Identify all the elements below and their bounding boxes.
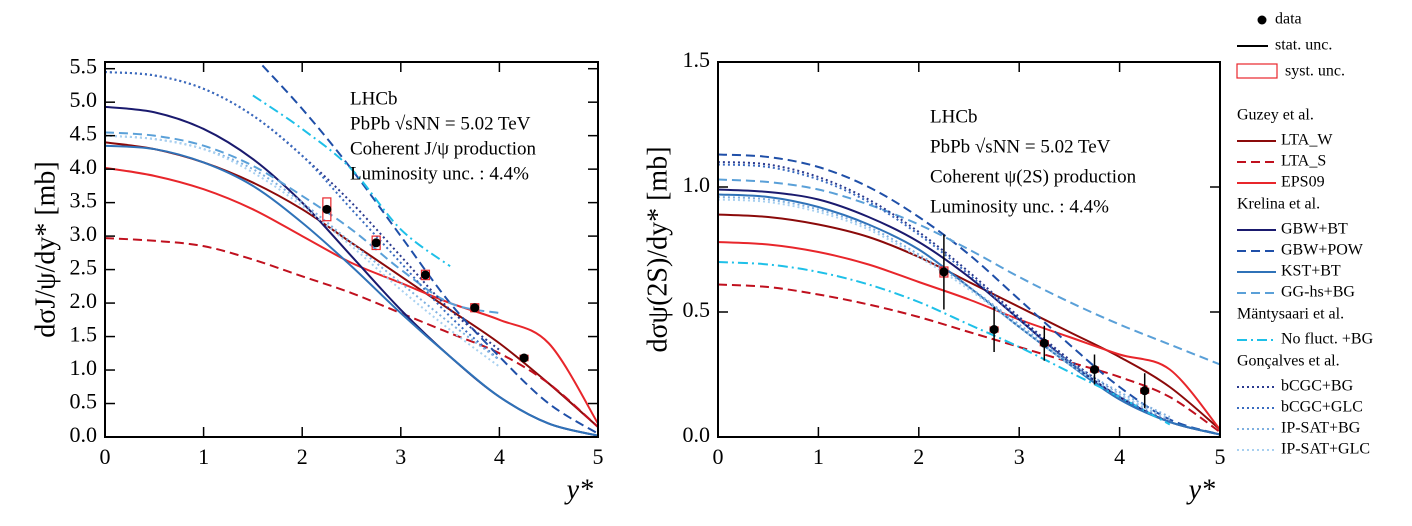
annotation: PbPb √sNN = 5.02 TeV: [930, 136, 1111, 157]
data-point: [420, 270, 430, 280]
y-tick-label: 0.5: [70, 389, 98, 414]
legend-label: IP-SAT+BG: [1281, 420, 1361, 437]
annotation: LHCb: [350, 88, 398, 109]
x-tick-label: 4: [494, 444, 505, 469]
x-axis-label: y*: [564, 474, 593, 505]
plot-area: [105, 62, 598, 437]
legend-label: LTA_W: [1281, 132, 1333, 149]
model-curve: [718, 161, 1171, 421]
legend-label: GBW+BT: [1281, 221, 1348, 238]
model-curve: [105, 166, 598, 425]
data-point: [322, 204, 332, 214]
data-point: [939, 267, 949, 277]
legend-group-title: Guzey et al.: [1237, 107, 1314, 124]
y-tick-label: 4.5: [70, 121, 98, 146]
x-tick-label: 3: [395, 444, 406, 469]
x-tick-label: 4: [1114, 444, 1125, 469]
model-curve: [252, 94, 451, 268]
y-tick-label: 0.0: [70, 422, 98, 447]
model-curve: [105, 71, 501, 351]
model-curve: [718, 213, 1220, 431]
model-curve: [718, 178, 1220, 366]
legend-label: stat. unc.: [1275, 37, 1332, 54]
y-tick-label: 1.0: [683, 172, 711, 197]
legend-label: data: [1275, 11, 1302, 28]
axes-frame: [717, 61, 1221, 438]
model-curve: [718, 241, 1220, 431]
legend-label: GBW+POW: [1281, 242, 1364, 259]
y-tick-label: 0.0: [683, 422, 711, 447]
legend-marker: [1236, 63, 1278, 79]
legend-group-title: Mäntysaari et al.: [1237, 306, 1344, 323]
model-curve: [105, 134, 500, 368]
model-curve: [718, 163, 1171, 423]
data-point: [470, 303, 480, 313]
data-point: [371, 238, 381, 248]
legend-group-title: Gonçalves et al.: [1237, 353, 1340, 370]
data-point: [1039, 338, 1049, 348]
x-tick-label: 5: [1215, 444, 1226, 469]
model-curve: [105, 141, 598, 428]
x-tick-label: 1: [813, 444, 824, 469]
legend-label: EPS09: [1281, 174, 1325, 191]
legend-label: KST+BT: [1281, 263, 1341, 280]
y-tick-label: 2.0: [70, 288, 98, 313]
y-tick-label: 0.5: [683, 297, 711, 322]
legend-label: GG-hs+BG: [1281, 284, 1355, 301]
x-axis-label: y*: [1186, 474, 1215, 505]
y-axis-label: dσJ/ψ/dy* [mb]: [30, 161, 61, 338]
x-tick-label: 1: [198, 444, 209, 469]
legend-label: bCGC+GLC: [1281, 399, 1363, 416]
model-curve: [105, 144, 598, 437]
legend-label: syst. unc.: [1285, 63, 1345, 80]
annotation: Coherent J/ψ production: [350, 138, 537, 159]
annotation: Luminosity unc. : 4.4%: [350, 163, 529, 184]
annotation: Luminosity unc. : 4.4%: [930, 196, 1109, 217]
y-tick-label: 1.0: [70, 355, 98, 380]
annotation: PbPb √sNN = 5.02 TeV: [350, 113, 531, 134]
x-tick-label: 2: [913, 444, 924, 469]
legend-label: IP-SAT+GLC: [1281, 441, 1370, 458]
model-curve: [105, 134, 500, 361]
x-tick-label: 2: [297, 444, 308, 469]
data-point: [989, 325, 999, 334]
x-tick-label: 5: [593, 444, 604, 469]
model-curve: [718, 153, 1220, 436]
axes-frame: [104, 61, 599, 438]
y-tick-label: 1.5: [683, 47, 711, 72]
data-point: [1090, 365, 1099, 374]
y-tick-label: 3.0: [70, 221, 98, 246]
y-tick-label: 5.0: [70, 87, 98, 112]
x-tick-label: 0: [713, 444, 724, 469]
data-point: [1140, 386, 1150, 396]
y-tick-label: 1.5: [70, 322, 98, 347]
legend-label: LTA_S: [1281, 153, 1326, 170]
legend-marker: [1257, 15, 1267, 25]
y-tick-label: 4.0: [70, 154, 98, 179]
model-curve: [105, 131, 500, 315]
x-tick-label: 0: [100, 444, 111, 469]
legend-group-title: Krelina et al.: [1237, 196, 1320, 213]
annotation: LHCb: [930, 106, 978, 127]
annotation: Coherent ψ(2S) production: [930, 166, 1137, 187]
legend-label: bCGC+BG: [1281, 378, 1354, 395]
x-tick-label: 3: [1014, 444, 1025, 469]
data-point: [519, 353, 529, 363]
model-curve: [105, 237, 598, 428]
y-tick-label: 5.5: [70, 54, 98, 79]
y-tick-label: 2.5: [70, 255, 98, 280]
y-axis-label: dσψ(2S)/dy* [mb]: [642, 146, 673, 352]
model-curve: [257, 62, 598, 435]
legend-label: No fluct. +BG: [1281, 331, 1374, 348]
model-curve: [718, 283, 1220, 433]
y-tick-label: 3.5: [70, 188, 98, 213]
